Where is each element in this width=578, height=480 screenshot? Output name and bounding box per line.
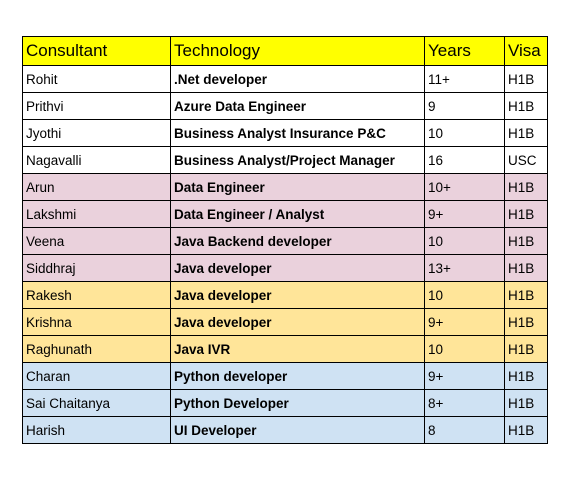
consultant-cell: Krishna xyxy=(22,308,171,336)
visa-cell: H1B xyxy=(504,362,548,390)
consultant-cell: Rohit xyxy=(22,65,171,93)
consultant-cell: Lakshmi xyxy=(22,200,171,228)
header-row: Consultant Technology Years Visa xyxy=(22,36,548,66)
table-row: Nagavalli Business Analyst/Project Manage… xyxy=(22,146,548,174)
visa-cell: H1B xyxy=(504,173,548,201)
years-cell: 16 xyxy=(424,146,505,174)
table-row: Siddhraj Java developer 13+ H1B xyxy=(22,254,548,282)
visa-cell: H1B xyxy=(504,92,548,120)
visa-cell: H1B xyxy=(504,65,548,93)
consultant-cell: Raghunath xyxy=(22,335,171,363)
technology-cell: Java developer xyxy=(170,254,425,282)
technology-cell: Java IVR xyxy=(170,335,425,363)
table-row: Prithvi Azure Data Engineer 9 H1B xyxy=(22,92,548,120)
years-cell: 10+ xyxy=(424,173,505,201)
years-cell: 10 xyxy=(424,335,505,363)
technology-cell: Data Engineer xyxy=(170,173,425,201)
years-cell: 11+ xyxy=(424,65,505,93)
years-cell: 10 xyxy=(424,227,505,255)
years-cell: 13+ xyxy=(424,254,505,282)
visa-cell: H1B xyxy=(504,308,548,336)
table-row: Raghunath Java IVR 10 H1B xyxy=(22,335,548,363)
technology-cell: Java Backend developer xyxy=(170,227,425,255)
years-cell: 9 xyxy=(424,92,505,120)
table-row: Krishna Java developer 9+ H1B xyxy=(22,308,548,336)
consultant-cell: Harish xyxy=(22,416,171,444)
technology-cell: Java developer xyxy=(170,281,425,309)
visa-cell: H1B xyxy=(504,281,548,309)
technology-cell: UI Developer xyxy=(170,416,425,444)
visa-cell: H1B xyxy=(504,119,548,147)
technology-cell: Python Developer xyxy=(170,389,425,417)
consultant-cell: Rakesh xyxy=(22,281,171,309)
table-row: Charan Python developer 9+ H1B xyxy=(22,362,548,390)
consultant-cell: Siddhraj xyxy=(22,254,171,282)
table-row: Rakesh Java developer 10 H1B xyxy=(22,281,548,309)
consultant-table: Consultant Technology Years Visa Rohit .N… xyxy=(22,36,548,444)
technology-cell: Business Analyst/Project Manager xyxy=(170,146,425,174)
years-cell: 9+ xyxy=(424,308,505,336)
table-row: Veena Java Backend developer 10 H1B xyxy=(22,227,548,255)
header-years: Years xyxy=(424,36,505,66)
visa-cell: USC xyxy=(504,146,548,174)
table-row: Jyothi Business Analyst Insurance P&C 10 H1… xyxy=(22,119,548,147)
table-row: Sai Chaitanya Python Developer 8+ H1B xyxy=(22,389,548,417)
years-cell: 10 xyxy=(424,119,505,147)
technology-cell: Python developer xyxy=(170,362,425,390)
visa-cell: H1B xyxy=(504,416,548,444)
consultant-cell: Arun xyxy=(22,173,171,201)
visa-cell: H1B xyxy=(504,335,548,363)
consultant-cell: Jyothi xyxy=(22,119,171,147)
technology-cell: .Net developer xyxy=(170,65,425,93)
consultant-cell: Veena xyxy=(22,227,171,255)
table-body: Consultant Technology Years Visa Rohit .N… xyxy=(22,36,548,444)
consultant-cell: Sai Chaitanya xyxy=(22,389,171,417)
table-row: Rohit .Net developer 11+ H1B xyxy=(22,65,548,93)
header-visa: Visa xyxy=(504,36,548,66)
visa-cell: H1B xyxy=(504,389,548,417)
technology-cell: Data Engineer / Analyst xyxy=(170,200,425,228)
years-cell: 8+ xyxy=(424,389,505,417)
visa-cell: H1B xyxy=(504,200,548,228)
years-cell: 9+ xyxy=(424,362,505,390)
consultant-cell: Prithvi xyxy=(22,92,171,120)
consultant-cell: Charan xyxy=(22,362,171,390)
technology-cell: Azure Data Engineer xyxy=(170,92,425,120)
consultant-cell: Nagavalli xyxy=(22,146,171,174)
years-cell: 8 xyxy=(424,416,505,444)
years-cell: 10 xyxy=(424,281,505,309)
visa-cell: H1B xyxy=(504,227,548,255)
header-technology: Technology xyxy=(170,36,425,66)
technology-cell: Business Analyst Insurance P&C xyxy=(170,119,425,147)
header-consultant: Consultant xyxy=(22,36,171,66)
table-row: Lakshmi Data Engineer / Analyst 9+ H1B xyxy=(22,200,548,228)
visa-cell: H1B xyxy=(504,254,548,282)
table-row: Harish UI Developer 8 H1B xyxy=(22,416,548,444)
years-cell: 9+ xyxy=(424,200,505,228)
technology-cell: Java developer xyxy=(170,308,425,336)
table-row: Arun Data Engineer 10+ H1B xyxy=(22,173,548,201)
